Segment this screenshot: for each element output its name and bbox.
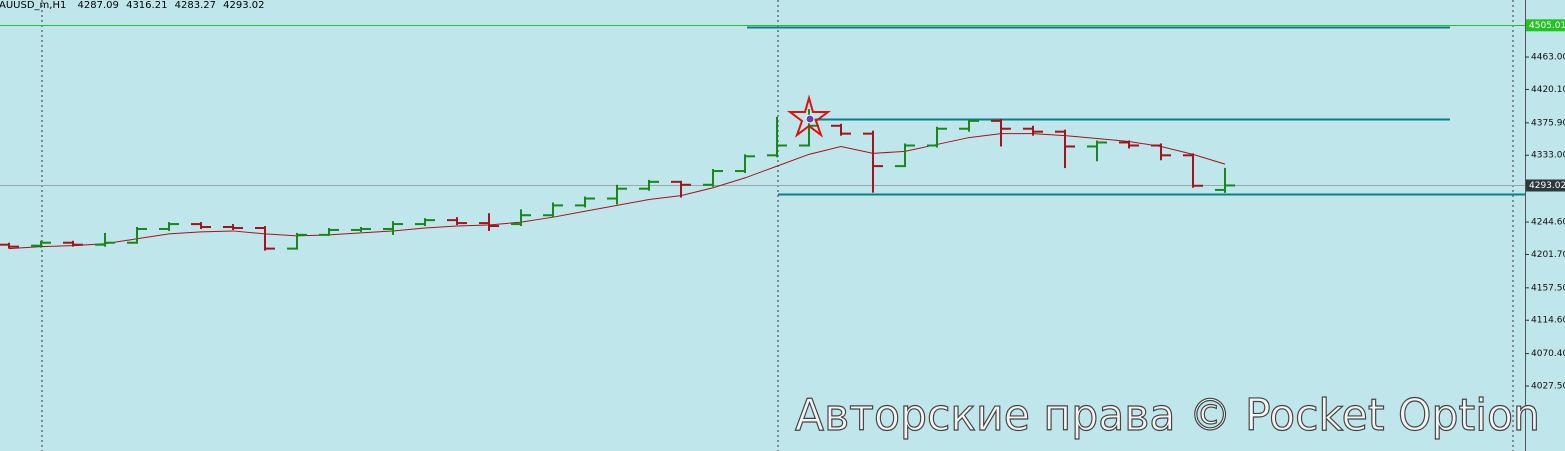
current-price-label: 4293.02: [1529, 181, 1565, 191]
header-high: 4316.21: [126, 0, 167, 11]
header-low: 4283.27: [175, 0, 216, 11]
level-price-label: 4505.01: [1529, 21, 1565, 31]
header-open: 4287.09: [78, 0, 119, 11]
symbol: AUUSD_m,H1: [0, 0, 66, 11]
y-tick-label: 4375.90: [1531, 118, 1565, 128]
signal-dot: [805, 114, 815, 124]
y-tick-label: 4333.00: [1531, 151, 1565, 161]
chart-header: AUUSD_m,H1 4287.09 4316.21 4283.27 4293.…: [0, 0, 265, 11]
current-price-box: [1526, 179, 1565, 192]
signal-star: [787, 94, 831, 138]
y-tick-label: 4201.70: [1531, 250, 1565, 260]
y-tick-label: 4027.50: [1531, 382, 1565, 392]
watermark: Авторские права © Pocket Option: [795, 390, 1540, 441]
header-close: 4293.02: [223, 0, 264, 11]
y-tick-label: 4244.60: [1531, 218, 1565, 228]
y-tick-label: 4070.40: [1531, 349, 1565, 359]
y-tick-label: 4463.00: [1531, 53, 1565, 63]
plot: 4463.00 4420.10 4375.90 4333.00 4244.60 4201.…: [0, 19, 1565, 392]
moving-average: [8, 133, 1226, 250]
y-tick-label: 4114.60: [1531, 316, 1565, 326]
level-price-box: [1526, 19, 1565, 32]
y-tick-label: 4420.10: [1531, 85, 1565, 95]
y-tick-label: 4157.50: [1531, 283, 1565, 293]
